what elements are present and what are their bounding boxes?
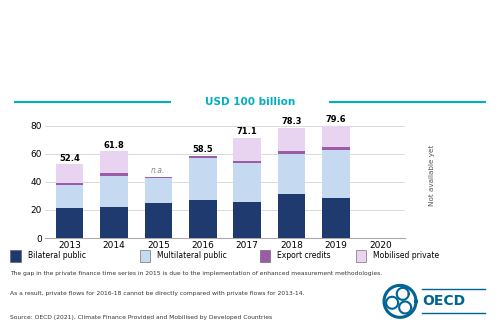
Text: Climate finance provided and mobilised by developed countries, in USD billions: Climate finance provided and mobilised b… — [68, 43, 412, 52]
Text: USD 100 billion: USD 100 billion — [205, 97, 295, 108]
Text: 61.8: 61.8 — [104, 141, 124, 150]
Bar — [322, 198, 350, 238]
Text: 79.6: 79.6 — [326, 116, 346, 125]
Bar — [56, 165, 83, 182]
Bar — [56, 185, 83, 208]
Text: Multilateral public: Multilateral public — [158, 251, 227, 260]
Text: Not available yet: Not available yet — [429, 144, 435, 205]
Bar — [322, 126, 350, 147]
Text: Climate finance for developing countries: Climate finance for developing countries — [68, 21, 405, 36]
Text: The gap in the private finance time series in 2015 is due to the implementation : The gap in the private finance time seri… — [10, 271, 382, 276]
Text: OECD: OECD — [422, 294, 465, 308]
Bar — [278, 194, 305, 238]
Bar — [144, 203, 172, 238]
Bar — [56, 182, 83, 185]
Text: 78.3: 78.3 — [282, 117, 302, 126]
Bar — [189, 156, 216, 158]
Text: Mobilised private: Mobilised private — [374, 251, 440, 260]
Bar — [56, 208, 83, 238]
Bar — [260, 250, 270, 262]
Text: Source: OECD (2021), Climate Finance Provided and Mobilised by Developed Countri: Source: OECD (2021), Climate Finance Pro… — [10, 315, 272, 320]
Bar — [100, 173, 128, 175]
Text: 52.4: 52.4 — [59, 154, 80, 163]
Bar — [234, 161, 261, 163]
Bar — [278, 128, 305, 151]
Bar — [322, 150, 350, 198]
Text: Export credits: Export credits — [278, 251, 331, 260]
Bar — [278, 154, 305, 194]
Bar — [189, 158, 216, 200]
Bar — [356, 250, 366, 262]
Bar — [322, 147, 350, 150]
Text: 71.1: 71.1 — [237, 128, 258, 137]
Bar — [144, 177, 172, 203]
Bar — [10, 250, 20, 262]
Text: 58.5: 58.5 — [192, 145, 213, 154]
Bar — [100, 151, 128, 173]
Text: As a result, private flows for 2016-18 cannot be directly compared with private : As a result, private flows for 2016-18 c… — [10, 291, 304, 296]
Bar — [100, 175, 128, 207]
Bar — [278, 151, 305, 154]
Text: n.a.: n.a. — [151, 166, 166, 175]
Bar — [100, 207, 128, 238]
Bar — [189, 200, 216, 238]
Bar — [234, 138, 261, 161]
Bar — [234, 201, 261, 238]
Text: Bilateral public: Bilateral public — [28, 251, 86, 260]
Bar — [234, 163, 261, 201]
Bar — [140, 250, 150, 262]
